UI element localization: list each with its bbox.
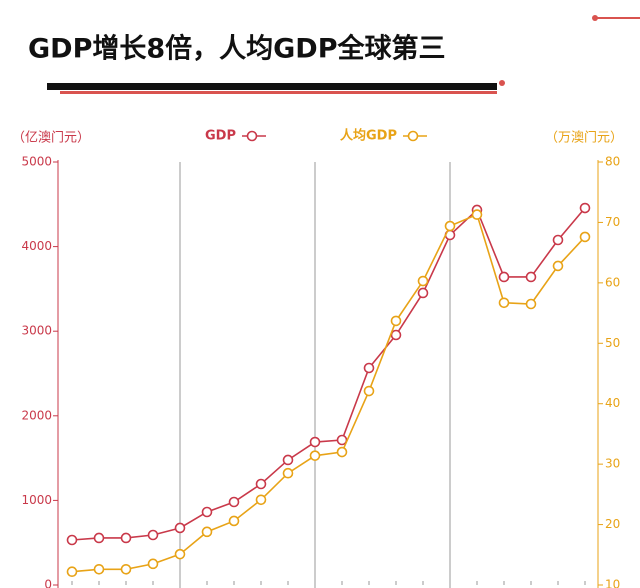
y2-tick-label: 70 xyxy=(605,215,620,229)
point xyxy=(174,548,186,560)
point xyxy=(579,202,591,214)
y-tick-label: 5000 xyxy=(21,155,52,169)
legend-marker xyxy=(246,130,258,142)
y-tick-label: 0 xyxy=(44,578,52,588)
legend-marker xyxy=(407,130,419,142)
point xyxy=(282,454,294,466)
title-bar-red xyxy=(60,91,497,94)
decor-dot xyxy=(592,15,598,21)
point xyxy=(309,450,321,461)
point xyxy=(228,515,240,527)
point xyxy=(579,231,591,243)
point xyxy=(120,532,132,544)
point xyxy=(363,362,375,374)
y2-tick-label: 50 xyxy=(605,336,620,350)
y2-tick-label: 40 xyxy=(605,396,620,410)
point xyxy=(444,220,456,232)
point xyxy=(147,558,159,570)
y2-tick-label: 30 xyxy=(605,457,620,471)
point xyxy=(552,260,564,272)
point xyxy=(336,446,348,458)
point xyxy=(552,234,564,246)
point xyxy=(363,385,375,397)
y2-axis-label: （万澳门元） xyxy=(545,130,623,146)
y2-tick-label: 20 xyxy=(605,517,620,531)
point xyxy=(471,209,483,220)
point xyxy=(93,563,105,575)
point xyxy=(390,315,402,327)
legend-label: 人均GDP xyxy=(340,128,397,144)
y-tick-label: 4000 xyxy=(21,239,52,253)
y-tick-label: 1000 xyxy=(21,493,52,507)
point xyxy=(120,563,132,575)
y-axis-label: （亿澳门元） xyxy=(12,130,90,146)
point xyxy=(201,526,213,538)
point xyxy=(282,467,294,479)
legend-label: GDP xyxy=(205,129,236,144)
y2-tick-label: 10 xyxy=(605,578,620,588)
chart-title: GDP增长8倍，人均GDP全球第三 xyxy=(28,33,446,65)
point xyxy=(174,522,186,534)
point xyxy=(498,271,510,283)
title-bar xyxy=(47,83,497,90)
point xyxy=(66,566,78,578)
point xyxy=(390,329,402,341)
point xyxy=(417,275,429,287)
point xyxy=(147,529,159,541)
point xyxy=(525,298,537,310)
y-tick-label: 3000 xyxy=(21,324,52,338)
decor-dot xyxy=(499,80,505,86)
y2-tick-label: 80 xyxy=(605,155,620,169)
point xyxy=(201,506,213,518)
point xyxy=(66,534,78,546)
point xyxy=(498,297,510,309)
y-tick-label: 2000 xyxy=(21,408,52,422)
point xyxy=(93,532,105,544)
point xyxy=(525,271,537,283)
point xyxy=(255,478,267,490)
point xyxy=(309,436,321,448)
point xyxy=(228,496,240,508)
point xyxy=(255,494,267,506)
point xyxy=(417,287,429,299)
y2-tick-label: 60 xyxy=(605,275,620,289)
